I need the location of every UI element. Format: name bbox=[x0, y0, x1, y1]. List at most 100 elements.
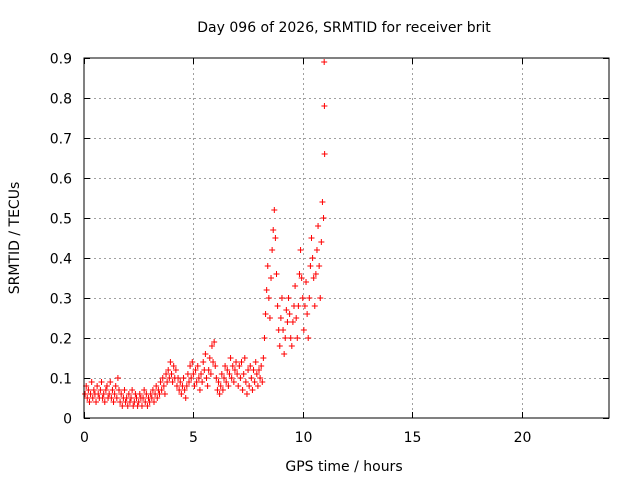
data-point bbox=[231, 367, 238, 373]
data-point bbox=[256, 367, 262, 373]
data-point bbox=[241, 355, 248, 361]
data-point bbox=[206, 355, 213, 361]
data-point bbox=[303, 279, 310, 285]
data-point bbox=[94, 383, 101, 389]
data-point bbox=[184, 371, 191, 377]
data-point bbox=[149, 387, 156, 393]
y-tick-label: 0.2 bbox=[50, 332, 72, 348]
data-point bbox=[304, 311, 311, 317]
data-point bbox=[156, 391, 163, 397]
data-point bbox=[181, 387, 188, 393]
data-point bbox=[111, 391, 118, 397]
data-point bbox=[280, 327, 287, 333]
data-point bbox=[103, 383, 110, 389]
data-point bbox=[278, 295, 285, 301]
data-point bbox=[223, 379, 230, 385]
data-point bbox=[219, 387, 226, 393]
data-point bbox=[102, 387, 109, 393]
tick-layer bbox=[84, 58, 609, 419]
data-point bbox=[193, 379, 200, 385]
data-point bbox=[252, 359, 259, 365]
data-point bbox=[292, 283, 299, 289]
data-point bbox=[251, 379, 258, 385]
data-point bbox=[113, 395, 120, 401]
data-point bbox=[194, 363, 201, 369]
data-point bbox=[84, 395, 91, 401]
y-tick-label: 0.5 bbox=[50, 212, 72, 228]
data-point bbox=[273, 271, 280, 277]
y-tick-labels: 0 0.1 0.2 0.3 0.4 0.5 0.6 0.7 0.8 0.9 bbox=[50, 52, 72, 428]
data-point bbox=[212, 363, 219, 369]
data-point bbox=[226, 371, 233, 377]
data-point bbox=[310, 275, 317, 281]
data-point bbox=[161, 391, 168, 397]
data-point bbox=[138, 403, 145, 409]
data-point bbox=[222, 363, 229, 369]
data-point bbox=[283, 307, 290, 313]
data-point bbox=[144, 403, 151, 409]
data-point bbox=[250, 367, 257, 373]
data-point bbox=[125, 391, 132, 397]
data-point bbox=[203, 375, 210, 381]
data-point bbox=[196, 387, 203, 393]
data-point bbox=[253, 371, 260, 377]
data-point bbox=[305, 335, 312, 341]
data-point bbox=[153, 383, 160, 389]
data-point bbox=[172, 367, 179, 373]
data-point bbox=[160, 383, 167, 389]
data-point bbox=[265, 295, 272, 301]
data-point bbox=[236, 363, 243, 369]
data-point bbox=[121, 387, 128, 393]
data-point bbox=[192, 367, 199, 373]
data-point bbox=[159, 375, 166, 381]
data-point bbox=[301, 303, 308, 309]
data-point bbox=[230, 379, 237, 385]
data-point bbox=[215, 379, 222, 385]
data-point bbox=[284, 319, 291, 325]
data-point bbox=[95, 391, 102, 397]
data-point bbox=[148, 395, 155, 401]
data-point bbox=[313, 247, 320, 253]
data-point bbox=[93, 399, 100, 405]
data-point bbox=[240, 371, 247, 377]
plot-frame bbox=[83, 57, 610, 419]
x-tick-label: 15 bbox=[404, 430, 422, 446]
data-point bbox=[188, 375, 195, 381]
data-point bbox=[312, 271, 319, 277]
data-point bbox=[293, 315, 300, 321]
data-point bbox=[239, 387, 246, 393]
data-point bbox=[140, 395, 147, 401]
data-point bbox=[260, 355, 267, 361]
data-point bbox=[315, 223, 322, 229]
data-point bbox=[202, 351, 209, 357]
data-point bbox=[307, 263, 314, 269]
data-point bbox=[210, 359, 217, 365]
data-point bbox=[295, 303, 302, 309]
data-point bbox=[90, 387, 97, 393]
data-point bbox=[100, 391, 107, 397]
data-point bbox=[274, 303, 281, 309]
data-point bbox=[88, 379, 95, 385]
data-point bbox=[225, 383, 232, 389]
data-point bbox=[182, 395, 189, 401]
data-point bbox=[277, 315, 284, 321]
grid-layer bbox=[84, 58, 609, 418]
data-point bbox=[109, 387, 116, 393]
data-point bbox=[183, 383, 190, 389]
data-point bbox=[189, 359, 196, 365]
data-point bbox=[245, 367, 252, 373]
chart-title: Day 096 of 2026, SRMTID for receiver bri… bbox=[197, 20, 491, 36]
data-point bbox=[191, 383, 198, 389]
data-point bbox=[187, 363, 194, 369]
y-axis-title: SRMTID / TECUs bbox=[7, 182, 23, 295]
data-point bbox=[306, 295, 313, 301]
data-point bbox=[318, 239, 325, 245]
data-point bbox=[173, 383, 180, 389]
data-point bbox=[296, 271, 303, 277]
data-point bbox=[309, 255, 316, 261]
data-point bbox=[199, 379, 206, 385]
data-point bbox=[124, 403, 131, 409]
data-point bbox=[233, 359, 240, 365]
y-tick-label: 0.8 bbox=[50, 92, 72, 108]
data-point bbox=[119, 403, 126, 409]
